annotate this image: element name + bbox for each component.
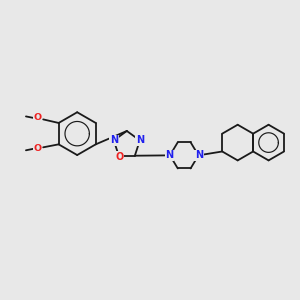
Text: O: O [115,152,124,162]
Text: N: N [195,150,203,160]
Text: O: O [33,144,41,153]
Text: N: N [136,135,144,146]
Text: N: N [110,135,118,146]
Text: N: N [165,150,173,160]
Text: O: O [33,113,41,122]
